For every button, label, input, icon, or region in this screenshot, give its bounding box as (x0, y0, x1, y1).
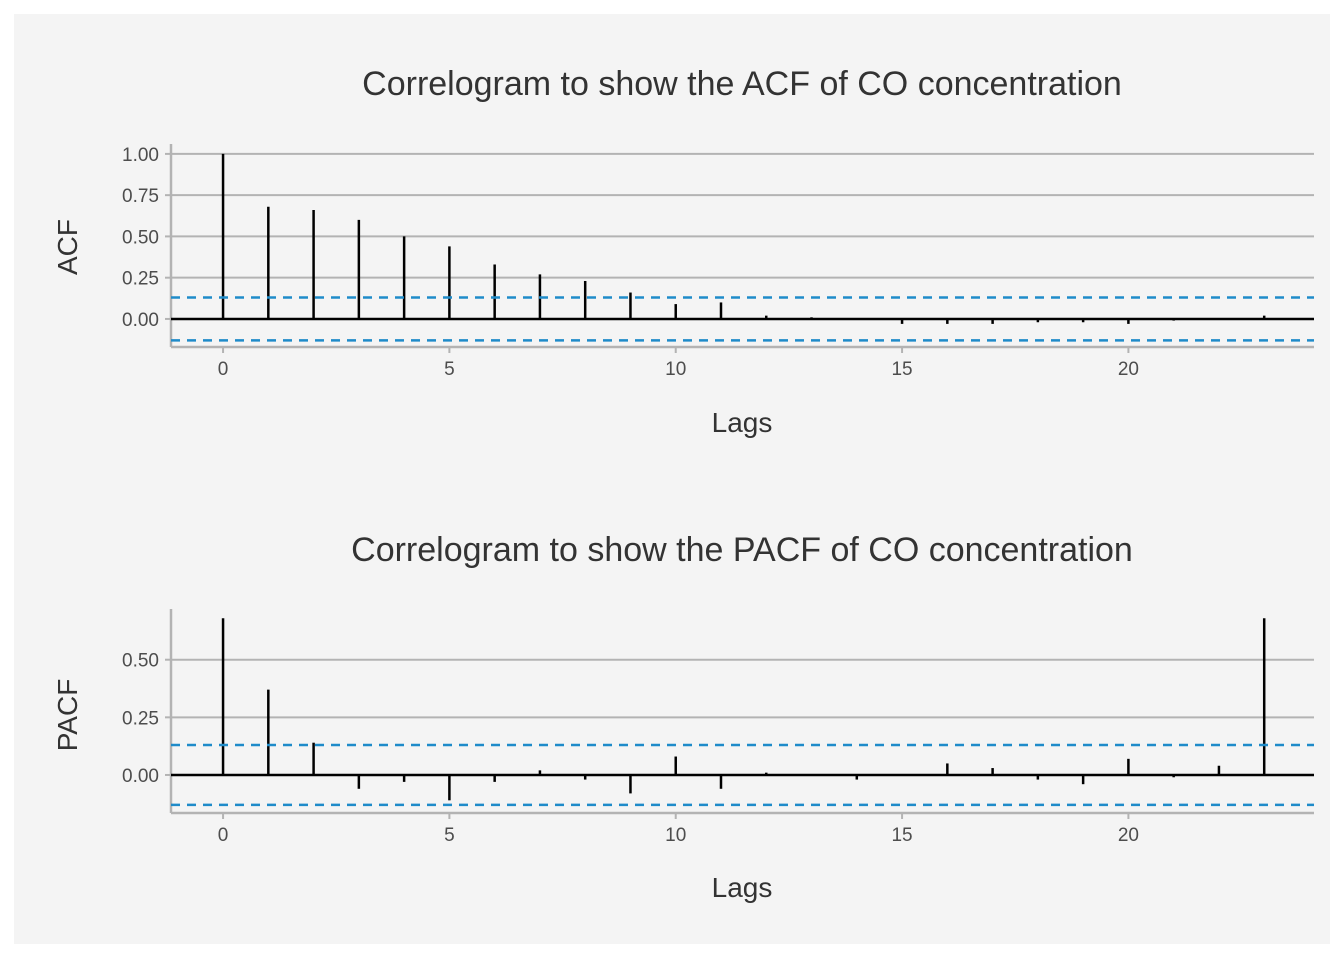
pacf-gridlines (171, 658, 1314, 719)
acf-chart-title: Correlogram to show the ACF of CO concen… (362, 65, 1122, 103)
acf-axes (169, 144, 1314, 349)
acf-confidence-bands (171, 296, 1314, 342)
pacf-x-tick-label: 20 (1118, 825, 1139, 846)
pacf-x-axis-title: Lags (712, 872, 773, 903)
pacf-y-tick-label: 0.50 (122, 651, 159, 672)
pacf-x-tick-label: 10 (665, 825, 686, 846)
acf-stems (171, 153, 1314, 324)
acf-y-tick-label: 0.50 (122, 227, 159, 248)
pacf-x-tick-label: 15 (891, 825, 912, 846)
acf-x-axis-title: Lags (712, 407, 773, 438)
acf-y-tick-label: 0.75 (122, 186, 159, 207)
pacf-confidence-bands (171, 743, 1314, 807)
pacf-x-ticks: 0 5 10 15 20 (218, 813, 1139, 846)
pacf-axes (169, 609, 1314, 815)
acf-y-axis-title: ACF (52, 219, 83, 275)
acf-x-tick-label: 20 (1118, 359, 1139, 380)
acf-panel: Correlogram to show the ACF of CO concen… (52, 65, 1314, 438)
pacf-chart-title: Correlogram to show the PACF of CO conce… (351, 531, 1133, 569)
acf-gridlines (171, 152, 1314, 279)
acf-x-tick-label: 15 (891, 359, 912, 380)
pacf-x-tick-label: 5 (444, 825, 455, 846)
acf-y-ticks: 0.00 0.25 0.50 0.75 1.00 (122, 145, 171, 331)
pacf-stems (171, 618, 1314, 801)
plot-background (14, 14, 1330, 944)
pacf-y-tick-label: 0.25 (122, 708, 159, 729)
acf-y-tick-label: 0.00 (122, 310, 159, 331)
acf-x-tick-label: 5 (444, 359, 455, 380)
pacf-y-ticks: 0.00 0.25 0.50 (122, 651, 171, 787)
pacf-x-tick-label: 0 (218, 825, 229, 846)
acf-x-tick-label: 0 (218, 359, 229, 380)
acf-x-tick-label: 10 (665, 359, 686, 380)
pacf-y-tick-label: 0.00 (122, 766, 159, 787)
pacf-panel: Correlogram to show the PACF of CO conce… (52, 531, 1314, 903)
pacf-y-axis-title: PACF (52, 679, 83, 752)
acf-y-tick-label: 0.25 (122, 269, 159, 290)
acf-x-ticks: 0 5 10 15 20 (218, 347, 1139, 380)
acf-y-tick-label: 1.00 (122, 145, 159, 166)
